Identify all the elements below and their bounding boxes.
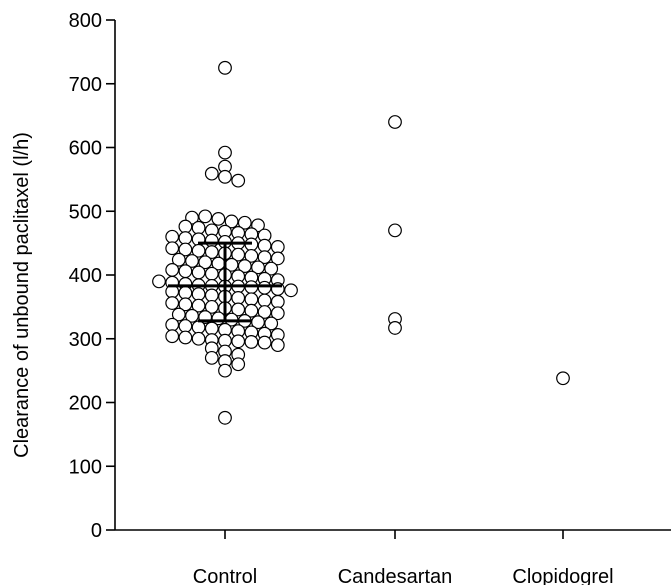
data-point	[178, 219, 193, 234]
data-point	[270, 306, 285, 321]
y-tick-label: 200	[69, 393, 102, 415]
data-point	[244, 248, 259, 263]
data-point	[231, 302, 246, 317]
data-point	[231, 357, 246, 372]
data-point	[218, 169, 232, 184]
data-point	[556, 371, 570, 386]
data-point	[191, 320, 206, 335]
data-point	[211, 211, 226, 226]
data-point	[251, 260, 265, 275]
data-point	[257, 335, 272, 350]
y-ticks: 0 100 200 300 400 500 600 700 800	[69, 10, 115, 542]
data-point	[171, 307, 186, 322]
data-point	[388, 321, 402, 335]
median-iqr-markers	[168, 241, 282, 323]
y-tick-label: 400	[69, 265, 102, 287]
data-point	[178, 297, 193, 312]
data-point	[178, 319, 193, 333]
data-point	[178, 264, 193, 279]
data-point	[237, 215, 252, 230]
data-point	[204, 299, 219, 314]
data-point	[191, 331, 206, 346]
data-point	[218, 363, 232, 378]
data-point	[257, 250, 272, 265]
y-tick-label: 800	[69, 10, 102, 32]
x-ticks: Control Candesartan Clopidogrel	[193, 530, 614, 585]
y-tick-label: 100	[69, 456, 102, 478]
data-point	[264, 316, 279, 331]
data-point	[185, 308, 199, 323]
data-point	[191, 220, 206, 235]
data-point	[204, 321, 219, 336]
data-point	[198, 209, 213, 224]
data-point	[257, 238, 272, 253]
data-point	[204, 266, 219, 281]
y-tick-label: 500	[69, 201, 102, 223]
data-point	[231, 334, 246, 349]
data-point	[152, 274, 166, 289]
data-point	[165, 263, 180, 277]
x-tick-label: Candesartan	[338, 566, 453, 585]
data-point	[165, 296, 180, 310]
y-tick-label: 300	[69, 329, 102, 351]
data-point	[198, 255, 213, 270]
data-point	[388, 115, 402, 129]
data-point	[218, 60, 232, 75]
data-point	[204, 245, 219, 259]
y-tick-label: 0	[91, 520, 102, 542]
data-point	[191, 265, 206, 280]
x-tick-label: Clopidogrel	[512, 566, 613, 585]
data-point	[231, 247, 246, 262]
data-point	[204, 350, 219, 365]
data-point	[244, 292, 259, 307]
y-axis: 0 100 200 300 400 500 600 700 800 Clearance of u…	[11, 10, 116, 542]
data-point	[204, 233, 219, 248]
data-point	[244, 335, 259, 349]
data-point	[178, 285, 193, 300]
data-point	[388, 223, 402, 238]
data-point	[264, 261, 279, 276]
data-point	[178, 231, 193, 245]
data-point	[237, 259, 252, 273]
data-point	[244, 303, 259, 318]
data-point	[270, 294, 285, 309]
data-point	[165, 329, 180, 344]
data-point	[270, 240, 285, 254]
data-point	[257, 280, 272, 295]
data-point	[224, 214, 239, 229]
data-point	[171, 252, 186, 267]
data-point	[178, 330, 193, 345]
data-point	[218, 145, 232, 160]
data-point	[270, 251, 285, 266]
data-point	[165, 229, 180, 244]
data-point	[257, 293, 272, 308]
data-point	[185, 254, 199, 268]
data-point	[191, 287, 206, 302]
x-axis: Control Candesartan Clopidogrel	[115, 529, 671, 585]
y-axis-title: Clearance of unbound paclitaxel (l/h)	[11, 132, 33, 458]
data-point	[231, 291, 246, 305]
data-point	[257, 305, 272, 319]
data-point	[165, 317, 180, 332]
data-point	[191, 298, 206, 313]
data-point	[178, 242, 193, 257]
x-tick-label: Control	[193, 566, 257, 585]
data-point	[231, 173, 246, 188]
data-point	[165, 241, 180, 256]
data-point	[218, 410, 232, 425]
data-point	[204, 288, 219, 303]
data-point	[284, 283, 298, 298]
data-point	[204, 166, 219, 181]
y-tick-label: 700	[69, 74, 102, 96]
data-point	[270, 338, 285, 353]
y-tick-label: 600	[69, 138, 102, 160]
